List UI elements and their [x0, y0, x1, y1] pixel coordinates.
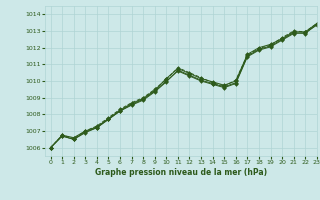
X-axis label: Graphe pression niveau de la mer (hPa): Graphe pression niveau de la mer (hPa)	[95, 168, 267, 177]
